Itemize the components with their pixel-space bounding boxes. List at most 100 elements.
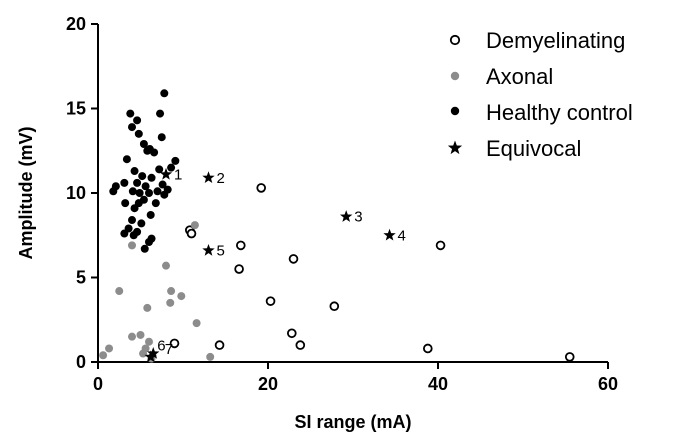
axonal-point [141,344,150,353]
healthy-control-point [150,148,159,157]
healthy-control-point [120,229,129,238]
healthy-control-point [158,180,167,189]
equivocal-point [340,210,353,222]
equivocal-point [159,167,173,180]
equivocal-point-label: 7 [165,341,173,358]
demyelinating-point [435,240,446,251]
demyelinating-point [329,301,340,312]
healthy-control-point [160,89,169,98]
healthy-control-point [133,116,142,125]
healthy-control-point [157,133,166,142]
healthy-control-point [137,219,146,228]
healthy-control-point [139,139,148,148]
demyelinating-point [186,228,197,239]
equivocal-point-label: 2 [217,170,225,187]
equivocal-point [144,350,157,363]
healthy-control-point [151,199,160,208]
axonal-point [192,319,201,328]
legend-marker-open-circle [449,34,461,46]
legend: Demyelinating Axonal Healthy control Equ… [447,28,633,161]
healthy-control-point [141,182,150,191]
equivocal-point [202,243,215,256]
demyelinating-point [265,296,276,306]
x-tick-label: 20 [258,374,278,394]
axonal-point [145,337,153,346]
legend-label-equivocal: Equivocal [486,136,581,161]
axonal-point [99,351,108,360]
healthy-control-point [129,231,138,240]
equivocal-point [383,228,396,241]
y-tick-label: 0 [76,352,86,372]
healthy-control-point [122,155,131,164]
y-tick-label: 10 [66,183,86,203]
x-ticks: 0 20 40 60 [93,362,618,394]
axonal-point [115,287,124,296]
axonal-point [167,287,176,296]
healthy-control-point [134,129,143,138]
healthy-control-point [120,178,129,187]
demyelinating-point [256,183,267,193]
healthy-control-point [155,165,164,174]
legend-marker-grey-circle [450,71,460,81]
legend-label-demyelinating: Demyelinating [486,28,625,53]
legend-item-equivocal: Equivocal [447,136,581,161]
healthy-control-point [130,167,139,176]
healthy-control-point [140,244,149,253]
healthy-control-point [128,216,136,225]
demyelinating-point [234,264,244,274]
legend-label-axonal: Axonal [486,64,553,89]
axonal-point [166,298,175,307]
healthy-control-point [146,210,155,219]
healthy-control-point [153,187,162,196]
equivocal-point-label: 5 [217,242,225,259]
x-tick-label: 40 [428,374,448,394]
healthy-control-point [145,189,153,197]
healthy-control-point [160,190,169,199]
equivocal-point-label: 1 [174,166,182,183]
axonal-point [177,292,186,301]
y-axis-title: Amplitude (mV) [16,126,36,259]
demyelinating-point [169,338,180,349]
healthy-control-point [145,238,153,247]
healthy-control-point [109,187,118,196]
healthy-control-point [130,204,139,213]
y-tick-label: 20 [66,14,86,34]
demyelinating-point [236,240,246,251]
healthy-control-point [143,146,152,155]
legend-item-axonal: Axonal [450,64,553,89]
point-labels: 1 2 3 4 5 6 7 [157,166,406,358]
y-ticks: 0 5 10 15 20 [66,14,98,372]
axonal-point [128,241,136,250]
y-tick-label: 15 [66,99,86,119]
x-tick-label: 60 [598,374,618,394]
demyelinating-point [286,328,297,339]
demyelinating-point [214,340,225,350]
equivocal-point-label: 4 [398,227,406,244]
healthy-control-point [156,109,165,118]
legend-label-healthy-control: Healthy control [486,100,633,125]
demyelinating-point [288,254,299,264]
healthy-control-point [138,172,147,181]
y-tick-label: 5 [76,268,86,288]
legend-marker-black-circle [450,106,460,116]
axonal-point [162,261,170,270]
axonal-point [105,344,114,353]
equivocal-point [147,347,160,359]
healthy-control-point [135,189,144,197]
axonal-point [190,221,199,230]
healthy-control-point [147,173,156,182]
axonal-point [206,352,215,361]
healthy-control-point [128,123,136,132]
x-axis-title: SI range (mA) [294,412,411,432]
equivocal-point-label: 6 [157,338,165,355]
healthy-control-point [121,199,130,208]
data-marks [99,89,575,363]
healthy-control-point [171,156,180,165]
axonal-point [143,303,152,312]
legend-item-demyelinating: Demyelinating [449,28,625,53]
healthy-control-point [128,187,137,196]
axonal-point [128,332,136,341]
demyelinating-point [564,352,575,362]
x-tick-label: 0 [93,374,103,394]
